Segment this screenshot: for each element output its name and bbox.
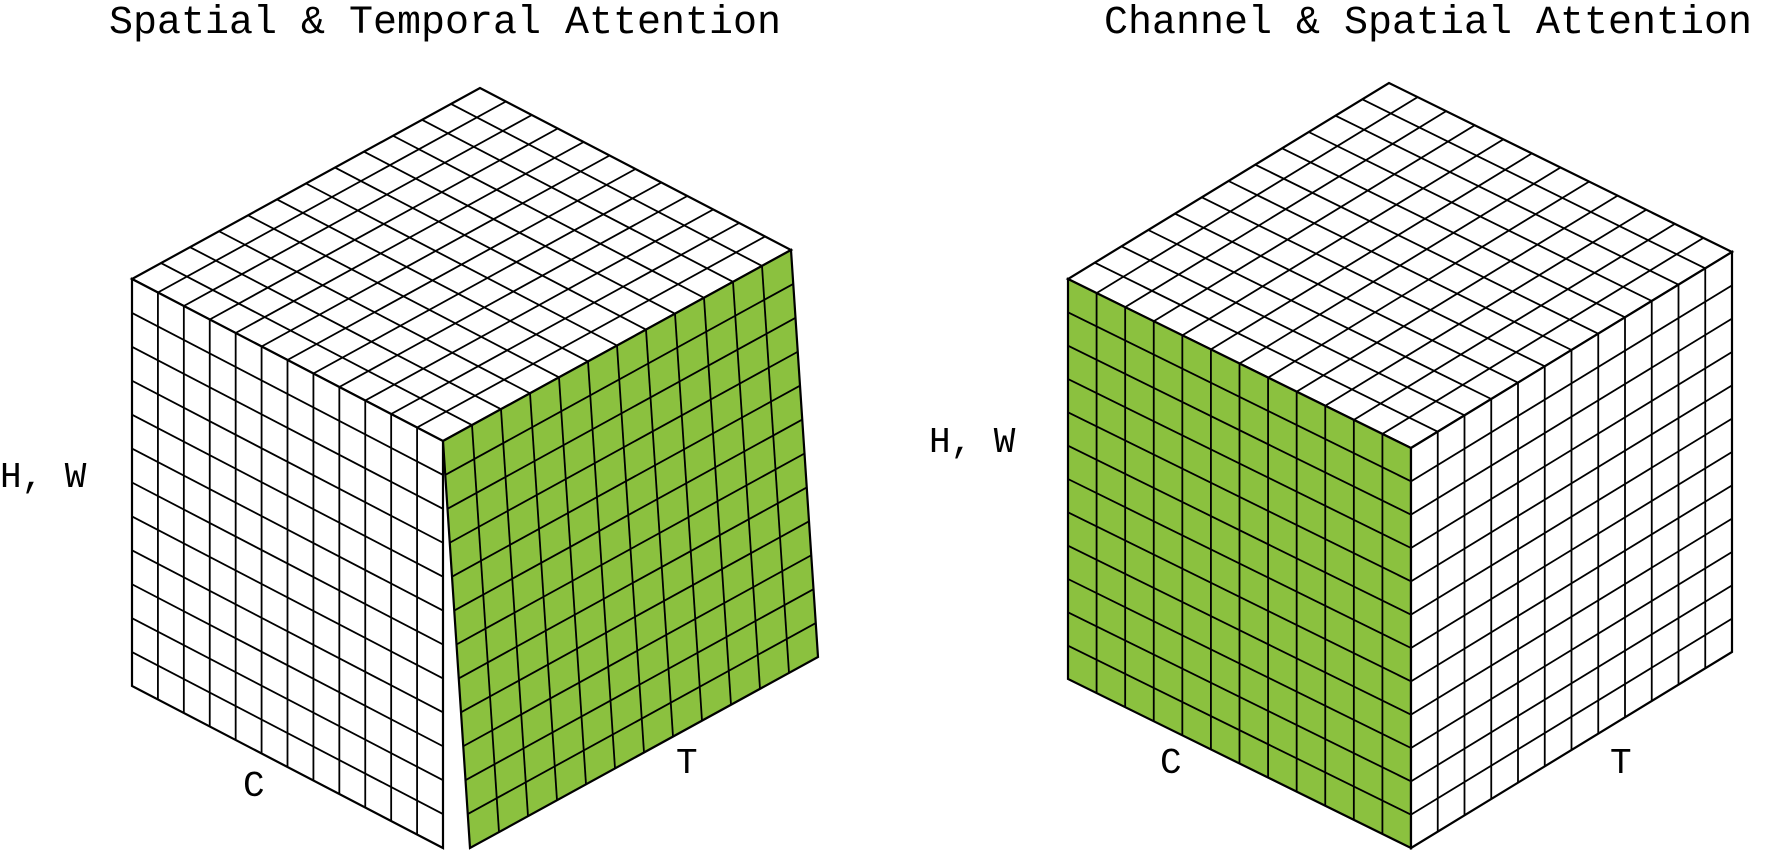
panel-channel-spatial: Channel & Spatial Attention H, W C T [929,1,1752,850]
panel-title: Channel & Spatial Attention [1104,1,1752,46]
axis-label-hw: H, W [0,457,87,498]
axis-label-t: T [1610,743,1632,784]
panel-spatial-temporal: Spatial & Temporal Attention H, W C T [0,1,820,850]
top-face [129,86,794,443]
right-face-t [1409,250,1734,850]
axis-label-t: T [676,743,698,784]
axis-label-c: C [243,766,265,807]
grid-line [1335,114,1679,286]
axis-label-hw: H, W [929,422,1016,463]
grid-line [421,119,734,283]
right-face-t [441,248,820,850]
grid-line [1361,98,1706,270]
grid-line [1067,611,1412,783]
feature-cube [129,86,820,850]
grid-line [450,103,763,267]
left-face-c [1066,277,1413,850]
grid-line [1410,617,1733,816]
grid-line [1067,644,1412,816]
panel-title: Spatial & Temporal Attention [109,1,781,46]
grid-line [131,651,444,815]
left-face-c [130,277,445,850]
feature-cube [1065,81,1735,850]
grid-line [131,617,444,781]
axis-label-c: C [1160,743,1182,784]
grid-line [1096,96,1419,294]
grid-line [1410,584,1733,783]
grid-line [157,100,507,294]
grid-line [761,265,790,673]
grid-line [467,622,817,815]
grid-line [465,588,814,781]
